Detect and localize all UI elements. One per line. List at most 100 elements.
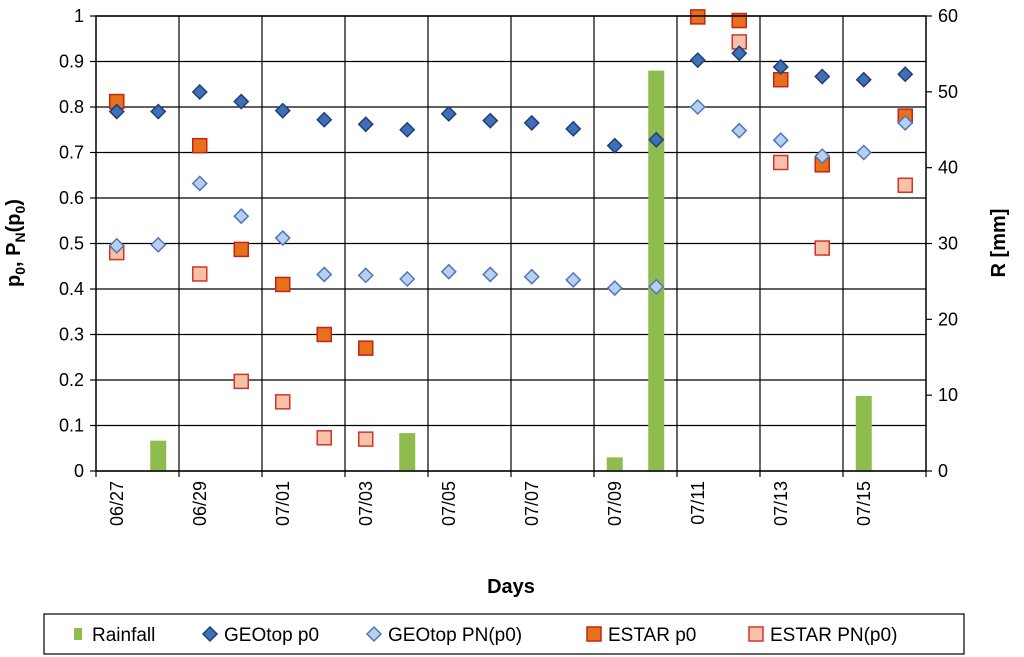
rainfall-bars — [150, 70, 872, 471]
geotop-p0-point — [897, 66, 914, 83]
geotop-p0-point — [482, 112, 499, 129]
x-tick-label: 07/01 — [273, 481, 293, 526]
estar-pn-p0-point — [773, 154, 789, 171]
x-tick-label: 07/09 — [605, 481, 625, 526]
legend-geotop-p0-swatch — [201, 625, 219, 643]
geotop-p0-point — [565, 120, 582, 137]
geotop-p0-point — [274, 102, 291, 119]
geotop-pn-p0-point — [731, 122, 748, 139]
x-axis-ticks: 06/27 06/29 07/01 07/03 07/05 07/07 07/09 07/11… — [95, 471, 927, 526]
right-axis-title: R [mm] — [988, 209, 1010, 278]
left-tick-label: 0.4 — [59, 279, 84, 299]
geotop-pn-p0-point — [482, 266, 499, 283]
geotop-p0-point — [108, 103, 125, 120]
geotop-pn-p0-point — [565, 271, 582, 288]
x-tick-label: 07/07 — [522, 481, 542, 526]
geotop-p0-point — [233, 93, 250, 110]
estar-pn-p0-point — [275, 394, 291, 410]
geotop-pn-p0-point — [316, 266, 333, 283]
geotop-p0-point — [191, 83, 208, 101]
geotop-pn-p0-point — [233, 208, 250, 225]
geotop-p0-point — [606, 137, 623, 154]
right-tick-label: 60 — [938, 6, 958, 26]
geotop-pn-p0-point — [606, 280, 623, 297]
right-tick-label: 30 — [938, 234, 958, 254]
geotop-pn-p0-point — [440, 263, 457, 280]
left-tick-label: 0.2 — [59, 370, 84, 390]
rainfall-bar — [648, 70, 665, 471]
legend-geotop-pn-p0-swatch — [365, 625, 383, 643]
right-tick-label: 0 — [938, 461, 948, 481]
estar-pn-p0-point — [316, 430, 332, 446]
geotop-pn-p0-point — [814, 148, 831, 165]
legend-rainfall-label: Rainfall — [92, 625, 155, 646]
geotop-pn-p0-point — [108, 237, 125, 254]
geotop-pn-p0-point — [274, 229, 291, 247]
legend: Rainfall GEOtop p0 GEOtop PN(p0) ESTAR p0 ES… — [43, 613, 965, 655]
right-tick-label: 20 — [938, 309, 958, 329]
left-axis-ticks: 0 0.1 0.2 0.3 0.4 0.5 0.6 0.7 0.8 0.9 1 — [59, 6, 96, 481]
legend-estar-pn-p0-swatch — [748, 626, 764, 642]
geotop-p0-point — [150, 103, 167, 120]
geotop-pn-p0-point — [648, 278, 665, 295]
left-tick-label: 0.9 — [59, 52, 84, 72]
x-tick-label: 07/03 — [356, 481, 376, 526]
x-tick-label: 06/27 — [107, 481, 127, 526]
right-tick-label: 10 — [938, 385, 958, 405]
left-tick-label: 0.8 — [59, 97, 84, 117]
legend-rainfall-swatch — [74, 628, 82, 640]
left-tick-label: 0.3 — [59, 325, 84, 345]
x-tick-label: 07/15 — [854, 481, 874, 526]
estar-p0-point — [731, 12, 747, 29]
geotop-pn-p0-point — [689, 98, 706, 116]
geotop-p0-point — [731, 45, 748, 62]
grid — [96, 15, 926, 472]
geotop-pn-p0-point — [855, 144, 872, 161]
x-tick-label: 07/05 — [439, 481, 459, 526]
data-markers — [108, 9, 914, 447]
estar-pn-p0-point — [358, 431, 374, 447]
x-tick-label: 06/29 — [190, 481, 210, 526]
estar-p0-point — [690, 9, 706, 25]
geotop-pn-p0-point — [523, 268, 540, 285]
legend-box — [43, 613, 965, 655]
geotop-pn-p0-point — [150, 236, 167, 253]
estar-p0-point — [316, 326, 332, 343]
x-axis-title: Days — [487, 576, 535, 598]
geotop-p0-point — [855, 71, 872, 88]
estar-p0-point — [233, 241, 249, 258]
geotop-p0-point — [814, 68, 831, 85]
legend-estar-p0-swatch — [586, 626, 602, 642]
geotop-p0-point — [648, 131, 665, 148]
geotop-p0-point — [316, 111, 333, 128]
right-tick-label: 50 — [938, 82, 958, 102]
right-axis-ticks: 0 10 20 30 40 50 60 — [926, 6, 958, 481]
estar-pn-p0-point — [897, 177, 913, 194]
geotop-p0-point — [399, 121, 416, 138]
legend-estar-p0-label: ESTAR p0 — [608, 625, 696, 646]
estar-pn-p0-point — [233, 373, 249, 390]
left-tick-label: 0.7 — [59, 143, 84, 163]
left-tick-label: 1 — [74, 6, 84, 26]
geotop-pn-p0-point — [357, 267, 374, 284]
estar-pn-p0-point — [814, 240, 830, 256]
rainfall-bar — [606, 457, 623, 471]
geotop-pn-p0-point — [399, 270, 416, 288]
left-tick-label: 0.6 — [59, 188, 84, 208]
rainfall-bar — [399, 433, 416, 471]
geotop-p0-point — [440, 105, 457, 122]
estar-p0-point — [358, 340, 374, 356]
geotop-pn-p0-point — [897, 114, 914, 131]
geotop-pn-p0-point — [772, 132, 789, 149]
x-tick-label: 07/13 — [771, 481, 791, 526]
geotop-pn-p0-point — [191, 175, 208, 192]
right-tick-label: 40 — [938, 158, 958, 178]
estar-pn-p0-point — [192, 266, 208, 282]
left-axis-title: p0, PN(p0) — [3, 199, 28, 287]
left-tick-label: 0.5 — [59, 234, 84, 254]
rainfall-bar — [855, 395, 872, 471]
left-tick-label: 0.1 — [59, 416, 84, 436]
legend-geotop-p0-label: GEOtop p0 — [224, 625, 319, 646]
estar-p0-point — [275, 276, 291, 293]
